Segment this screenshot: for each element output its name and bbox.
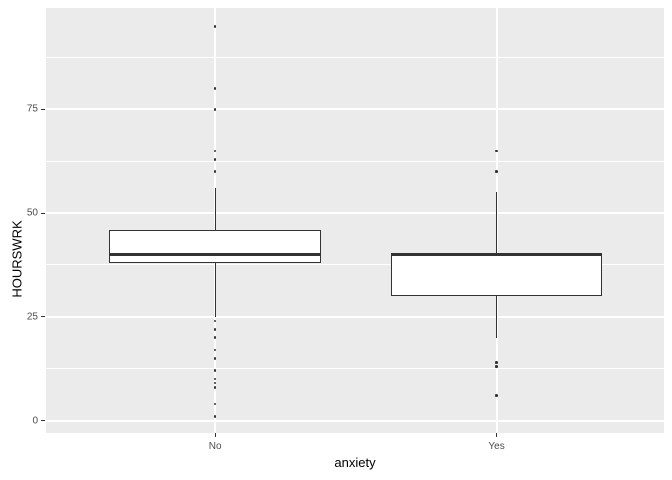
plot-panel [46, 8, 664, 433]
y-major-gridline [46, 212, 664, 215]
outlier-point [213, 336, 217, 339]
y-tick-mark [41, 108, 45, 111]
x-tick-label: Yes [488, 441, 505, 452]
outlier-point [213, 386, 217, 389]
outlier-point [213, 157, 217, 161]
outlier-point [495, 149, 498, 153]
median-line [390, 253, 603, 257]
upper-whisker [214, 188, 216, 230]
outlier-point [213, 149, 217, 153]
upper-whisker [495, 192, 498, 255]
outlier-point [213, 356, 217, 360]
y-tick-mark [41, 419, 45, 422]
y-minor-gridline [46, 368, 664, 370]
outlier-point [495, 361, 498, 364]
outlier-point [213, 402, 217, 406]
x-axis-title: anxiety [334, 455, 376, 470]
outlier-point [213, 327, 217, 331]
y-minor-gridline [46, 160, 664, 162]
outlier-point [213, 415, 217, 418]
y-major-gridline [46, 419, 664, 422]
outlier-point [213, 108, 217, 111]
y-tick-label: 25 [26, 311, 38, 323]
y-major-gridline [46, 108, 664, 111]
outlier-point [213, 369, 217, 373]
outlier-point [495, 365, 498, 368]
x-tick-mark [214, 433, 216, 437]
y-minor-gridline [46, 57, 664, 59]
outlier-point [213, 381, 217, 385]
outlier-point [213, 319, 217, 323]
outlier-point [495, 170, 498, 173]
y-minor-gridline [46, 264, 664, 266]
median-line [109, 253, 321, 257]
y-tick-label: 75 [26, 103, 38, 115]
x-tick-label: No [208, 441, 222, 452]
y-tick-label: 0 [32, 415, 38, 426]
outlier-point [213, 25, 217, 28]
lower-whisker [495, 296, 498, 338]
iqr-box [390, 254, 603, 297]
y-tick-label: 50 [26, 207, 38, 219]
y-tick-mark [41, 316, 45, 318]
outlier-point [213, 377, 217, 381]
y-axis-title: HOURSWRK [9, 220, 25, 298]
x-tick-mark [496, 433, 498, 437]
outlier-point [213, 170, 217, 173]
y-major-gridline [46, 315, 664, 318]
iqr-box [109, 229, 321, 263]
outlier-point [213, 348, 217, 352]
y-tick-mark [41, 212, 45, 214]
outlier-point [495, 394, 498, 397]
outlier-point [213, 87, 217, 91]
lower-whisker [214, 262, 216, 317]
